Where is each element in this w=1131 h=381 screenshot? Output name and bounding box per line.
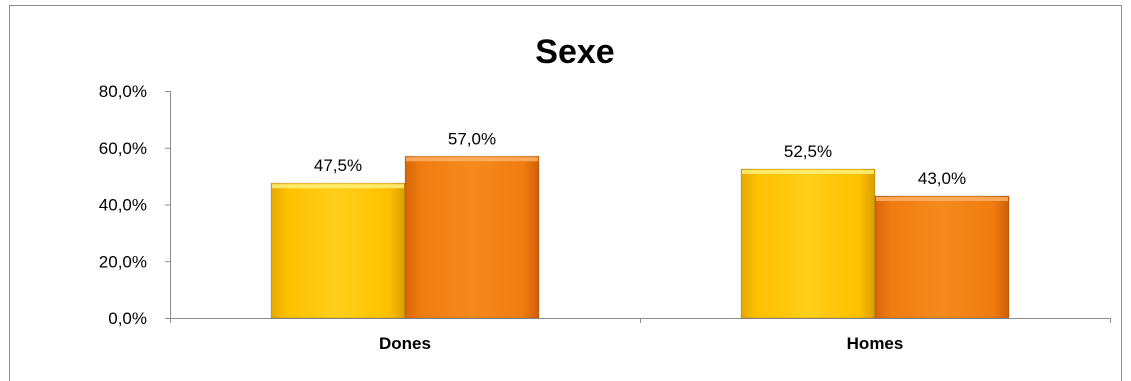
y-tick-label: 40,0% [99, 196, 147, 215]
bar [270, 182, 406, 319]
x-axis: Dones Homes [170, 318, 1111, 353]
data-label: 47,5% [314, 156, 362, 175]
bar-highlight [406, 157, 538, 162]
bar-highlight [876, 196, 1008, 201]
data-label: 57,0% [448, 129, 496, 148]
data-label: 52,5% [784, 142, 832, 161]
y-tick-label: 80,0% [99, 82, 147, 101]
chart-frame [9, 5, 1122, 381]
chart-title: Sexe [535, 33, 614, 71]
bar-highlight [272, 184, 404, 189]
x-tick-label: Homes [847, 334, 904, 353]
x-tick-label: Dones [379, 334, 431, 353]
y-tick-label: 20,0% [99, 252, 147, 271]
bar [874, 195, 1010, 319]
bar [740, 168, 876, 319]
y-tick-label: 0,0% [108, 309, 147, 328]
data-label: 43,0% [918, 169, 966, 188]
data-labels-group: 47,5% 57,0% 52,5% 43,0% [314, 129, 966, 188]
y-axis: 0,0% 20,0% 40,0% 60,0% 80,0% [99, 82, 171, 328]
y-tick-label: 60,0% [99, 139, 147, 158]
bars-group [270, 155, 1010, 319]
bar [404, 155, 540, 319]
bar-highlight [742, 170, 874, 175]
